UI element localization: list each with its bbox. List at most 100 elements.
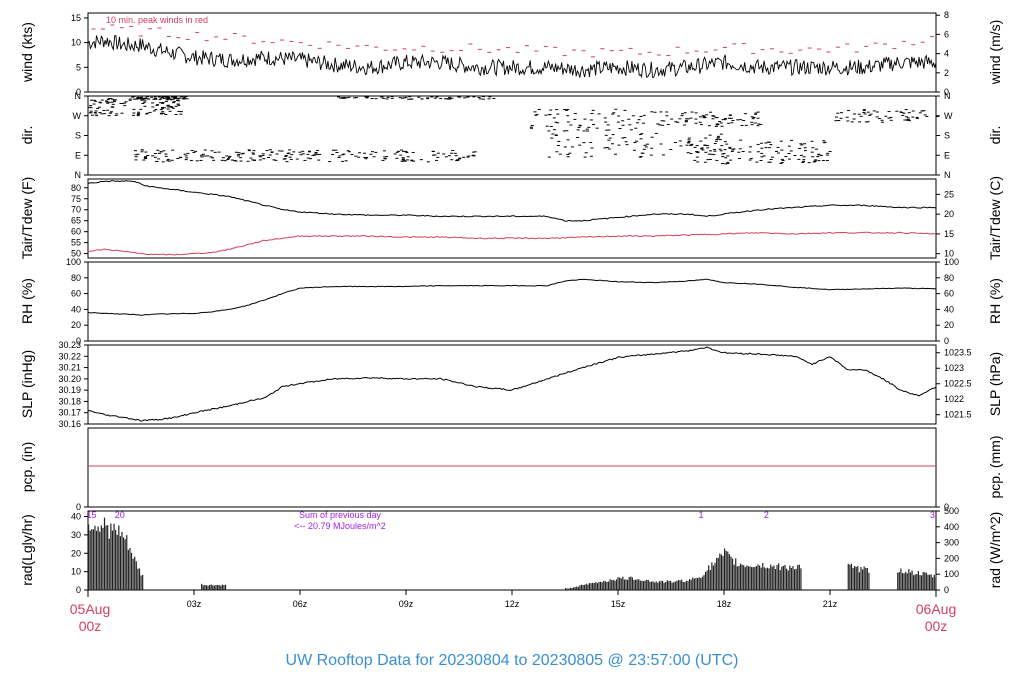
rad-bar (91, 529, 93, 590)
rad-bar (847, 563, 849, 590)
rad-bar (587, 584, 589, 590)
x-tick-label-3: 12z (505, 599, 520, 609)
tick-label-dir-left-3: W (73, 111, 82, 121)
rad-bar (717, 557, 719, 590)
rad-bar (903, 573, 905, 590)
y-label-left-dir: dir. (19, 126, 35, 145)
y-label-left-slp: SLP (inHg) (19, 350, 35, 418)
rad-marker-1: 20 (115, 510, 125, 520)
rad-bar (569, 587, 571, 590)
rad-bar (861, 569, 864, 590)
rad-bar (137, 568, 139, 590)
tick-label-rad-wm2-2: 200 (944, 553, 959, 563)
rad-bar (135, 561, 137, 590)
rad-bar (860, 566, 862, 590)
rad-sum-line2: <-- 20.79 MJoules/m^2 (294, 521, 386, 531)
rad-bar (204, 584, 206, 590)
rad-bar (630, 576, 632, 590)
rad-bar (754, 566, 756, 590)
tick-label-rh-left-2: 40 (71, 304, 81, 314)
rad-bar (752, 567, 754, 590)
tick-label-dir-right-0: N (944, 170, 951, 180)
rad-bar (599, 581, 602, 590)
wind-speed-line (87, 35, 937, 79)
rad-bar (574, 587, 576, 590)
rad-bar (674, 581, 676, 590)
rad-bar (692, 577, 694, 590)
tick-label-pcp-in-0: 0 (76, 502, 81, 512)
rad-bar (202, 585, 204, 590)
rad-bar (644, 580, 646, 590)
rad-bar (121, 531, 123, 590)
rad-bar (95, 530, 98, 590)
rad-bar (685, 580, 688, 590)
rad-bar (735, 558, 737, 590)
rad-bar (784, 564, 786, 590)
rad-bar (671, 582, 673, 590)
x-tick-label-0: 03z (187, 599, 202, 609)
rad-bar (646, 579, 648, 590)
rad-bar (224, 584, 227, 590)
rad-bar (566, 588, 568, 590)
x-end-time: 00z (925, 618, 948, 634)
rad-bar (572, 587, 575, 590)
rad-bar (216, 585, 219, 590)
rad-bar (744, 567, 746, 590)
rad-bar (612, 579, 614, 590)
rad-bar (655, 581, 657, 590)
x-end-date: 06Aug (916, 601, 956, 617)
tick-label-temp-c-2: 20 (944, 209, 954, 219)
tick-label-rh-right-3: 60 (944, 289, 954, 299)
rad-marker-4: 3 (930, 510, 935, 520)
chart-title: UW Rooftop Data for 20230804 to 20230805… (286, 652, 739, 669)
tick-label-temp-f-0: 50 (71, 249, 81, 259)
rad-bar (97, 526, 99, 590)
rad-bar (731, 558, 734, 590)
rad-bar (584, 584, 586, 590)
rad-bar (928, 574, 931, 590)
rad-bar (649, 581, 651, 590)
tick-label-wind-kts-1: 5 (76, 62, 81, 72)
rad-bar (88, 524, 90, 590)
y-label-right-rad: rad (W/m^2) (987, 512, 1003, 589)
rad-bar (603, 580, 605, 590)
rad-bar (760, 567, 762, 590)
rad-bar (619, 577, 621, 590)
x-tick-label-4: 15z (611, 599, 626, 609)
y-label-right-temp: Tair/Tdew (C) (987, 176, 1003, 260)
rad-bar (687, 580, 689, 590)
rad-bar (719, 553, 721, 590)
rad-bar (927, 574, 929, 590)
tick-label-dir-left-4: N (75, 91, 82, 101)
rad-bar (852, 567, 854, 590)
x-tick-label-1: 06z (293, 599, 308, 609)
y-label-right-wind: wind (m/s) (987, 20, 1003, 86)
rad-bar (122, 537, 125, 590)
rad-bar (911, 570, 913, 590)
tick-label-rad-lgly-1: 10 (71, 567, 81, 577)
rad-bar (661, 580, 664, 590)
rad-bar (676, 580, 678, 590)
tick-label-wind-ms-3: 6 (944, 29, 949, 39)
rad-bar (743, 565, 745, 590)
rad-bar (782, 565, 785, 590)
rad-bar (617, 577, 619, 590)
rad-bar (698, 577, 700, 590)
rad-bar (746, 565, 748, 590)
rad-bar (933, 574, 935, 590)
rh-line (87, 278, 937, 316)
rad-bar (658, 581, 661, 590)
rad-bar (708, 565, 710, 590)
rad-bar (138, 568, 141, 590)
rad-bar (654, 582, 656, 590)
rad-bar (212, 585, 214, 590)
tick-label-wind-ms-4: 8 (944, 10, 949, 20)
rad-bar (771, 566, 773, 590)
tick-label-dir-left-1: E (75, 150, 81, 160)
rad-bar (768, 568, 770, 590)
rad-bar (681, 579, 683, 590)
tick-label-rh-left-5: 100 (66, 257, 81, 267)
rad-bar (633, 579, 635, 590)
rad-bar (606, 581, 608, 590)
tick-label-rh-left-3: 60 (71, 289, 81, 299)
